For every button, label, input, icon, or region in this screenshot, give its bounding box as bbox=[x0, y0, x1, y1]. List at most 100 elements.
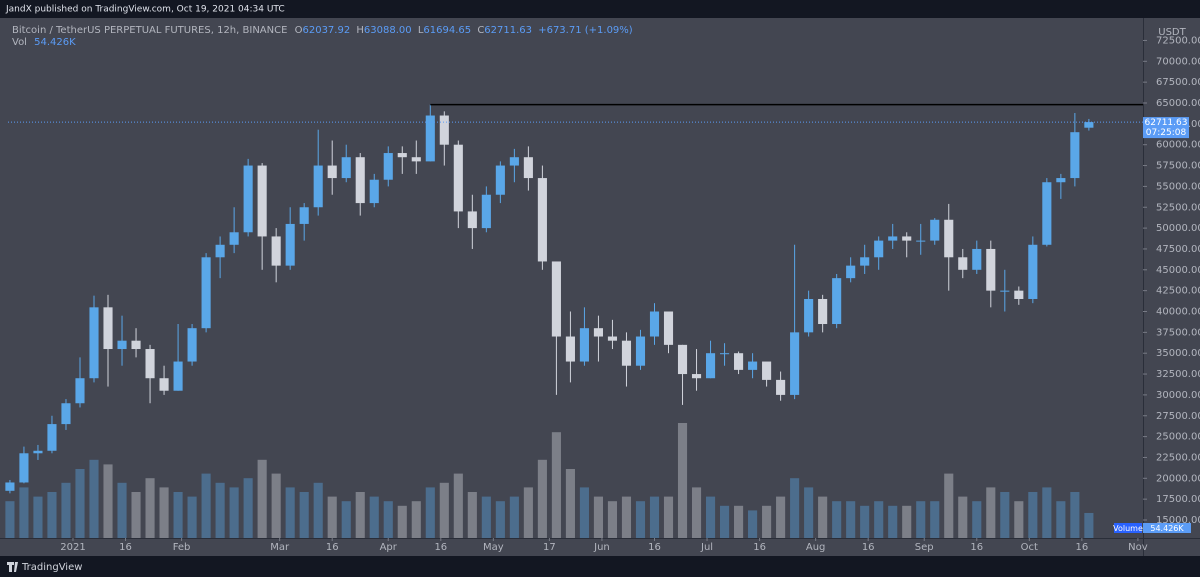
candle-body bbox=[593, 328, 603, 337]
y-tick-label: 55000.00 bbox=[1156, 181, 1200, 192]
volume-tag: Volume 54.426K bbox=[1113, 523, 1191, 533]
candle-body bbox=[762, 361, 772, 380]
volume-bar bbox=[776, 496, 786, 538]
candle-body bbox=[916, 240, 926, 242]
ohlc-value: 62037.92 bbox=[302, 25, 350, 36]
candle-body bbox=[173, 361, 183, 391]
volume-bar bbox=[930, 501, 940, 538]
candle-body bbox=[215, 244, 225, 258]
candle-body bbox=[888, 236, 898, 241]
candle-body bbox=[369, 179, 379, 204]
candle-body bbox=[818, 298, 828, 325]
x-tick-label: 16 bbox=[648, 542, 661, 553]
volume-bar bbox=[271, 473, 281, 538]
y-tick-label: 25000.00 bbox=[1156, 432, 1200, 443]
footer-bar bbox=[0, 556, 1200, 577]
volume-bar bbox=[1014, 501, 1024, 538]
y-tick-label: 50000.00 bbox=[1156, 223, 1200, 234]
candle-body bbox=[33, 450, 43, 454]
ohlc-value: 63088.00 bbox=[364, 25, 412, 36]
candle-body bbox=[734, 353, 744, 370]
volume-bar bbox=[285, 487, 295, 538]
x-tick-label: Mar bbox=[270, 542, 290, 553]
candle-body bbox=[1042, 182, 1052, 245]
candle-body bbox=[61, 403, 71, 425]
x-tick-label: 16 bbox=[1076, 542, 1089, 553]
volume-bar bbox=[874, 501, 884, 538]
last-price-tag bbox=[1143, 117, 1189, 139]
ohlc-value: 61694.65 bbox=[423, 25, 471, 36]
candle-body bbox=[790, 332, 800, 395]
volume-bar bbox=[523, 487, 533, 538]
volume-bar bbox=[635, 501, 646, 538]
x-tick-label: Sep bbox=[915, 542, 934, 553]
volume-bar bbox=[649, 496, 660, 538]
candle-body bbox=[958, 257, 968, 270]
top-bar bbox=[0, 0, 1200, 18]
candle-body bbox=[467, 211, 477, 229]
candle-body bbox=[537, 178, 547, 262]
volume-bar bbox=[425, 487, 435, 538]
y-tick-label: 17500.00 bbox=[1156, 494, 1200, 505]
candle-body bbox=[509, 157, 519, 166]
candle-body bbox=[986, 248, 996, 291]
candle-body bbox=[131, 340, 141, 350]
volume-bar bbox=[593, 496, 603, 538]
candle-body bbox=[495, 165, 505, 195]
y-tick-label: 42500.00 bbox=[1156, 286, 1200, 297]
volume-bar bbox=[916, 501, 926, 538]
y-tick-label: 57500.00 bbox=[1156, 161, 1200, 172]
volume-bar bbox=[1056, 501, 1066, 538]
volume-bar bbox=[453, 473, 463, 538]
countdown-label: 07:25:08 bbox=[1146, 128, 1187, 138]
candle-body bbox=[103, 307, 113, 350]
candle-body bbox=[846, 265, 856, 279]
candle-body bbox=[201, 257, 211, 329]
volume-bar bbox=[439, 482, 449, 538]
brand-logo bbox=[7, 562, 18, 572]
candle-body bbox=[47, 424, 57, 451]
y-tick-label: 52500.00 bbox=[1156, 202, 1200, 213]
candle-body bbox=[874, 240, 884, 258]
candle-body bbox=[677, 344, 688, 375]
x-tick-label: Aug bbox=[806, 542, 826, 553]
y-tick-label: 70000.00 bbox=[1156, 56, 1200, 67]
volume-bar bbox=[705, 496, 716, 538]
brand-name: TradingView bbox=[21, 562, 82, 573]
volume-legend: Vol 54.426K bbox=[12, 37, 76, 48]
candle-body bbox=[411, 157, 421, 162]
candle-body bbox=[481, 194, 491, 229]
candle-body bbox=[383, 153, 393, 180]
candle-body bbox=[75, 378, 85, 404]
volume-bar bbox=[691, 487, 702, 538]
volume-bar bbox=[173, 492, 183, 538]
volume-bar bbox=[313, 482, 323, 538]
y-tick-label: 27500.00 bbox=[1156, 411, 1200, 422]
candle-body bbox=[804, 298, 814, 333]
y-tick-label: 47500.00 bbox=[1156, 244, 1200, 255]
candle-body bbox=[523, 157, 533, 179]
candle-body bbox=[117, 340, 127, 350]
x-tick-label: Nov bbox=[1128, 542, 1148, 553]
volume-bar bbox=[818, 496, 828, 538]
volume-bar bbox=[1084, 512, 1094, 538]
candle-body bbox=[229, 232, 239, 245]
volume-bar bbox=[117, 482, 127, 538]
volume-bar bbox=[131, 492, 141, 538]
volume-bar bbox=[888, 505, 898, 538]
ohlc-label: O bbox=[295, 25, 303, 36]
candle-body bbox=[1084, 122, 1094, 128]
candle-body bbox=[691, 374, 702, 379]
candle-body bbox=[271, 236, 281, 266]
x-tick-label: May bbox=[483, 542, 504, 553]
volume-bar bbox=[369, 496, 379, 538]
candle-body bbox=[341, 157, 351, 179]
candle-body bbox=[439, 115, 449, 145]
x-tick-label: Jun bbox=[593, 542, 610, 553]
x-tick-label: Jul bbox=[700, 542, 713, 553]
y-tick-label: 67500.00 bbox=[1156, 77, 1200, 88]
candle-body bbox=[425, 115, 435, 162]
x-tick-label: 16 bbox=[753, 542, 766, 553]
candle-body bbox=[355, 157, 365, 204]
